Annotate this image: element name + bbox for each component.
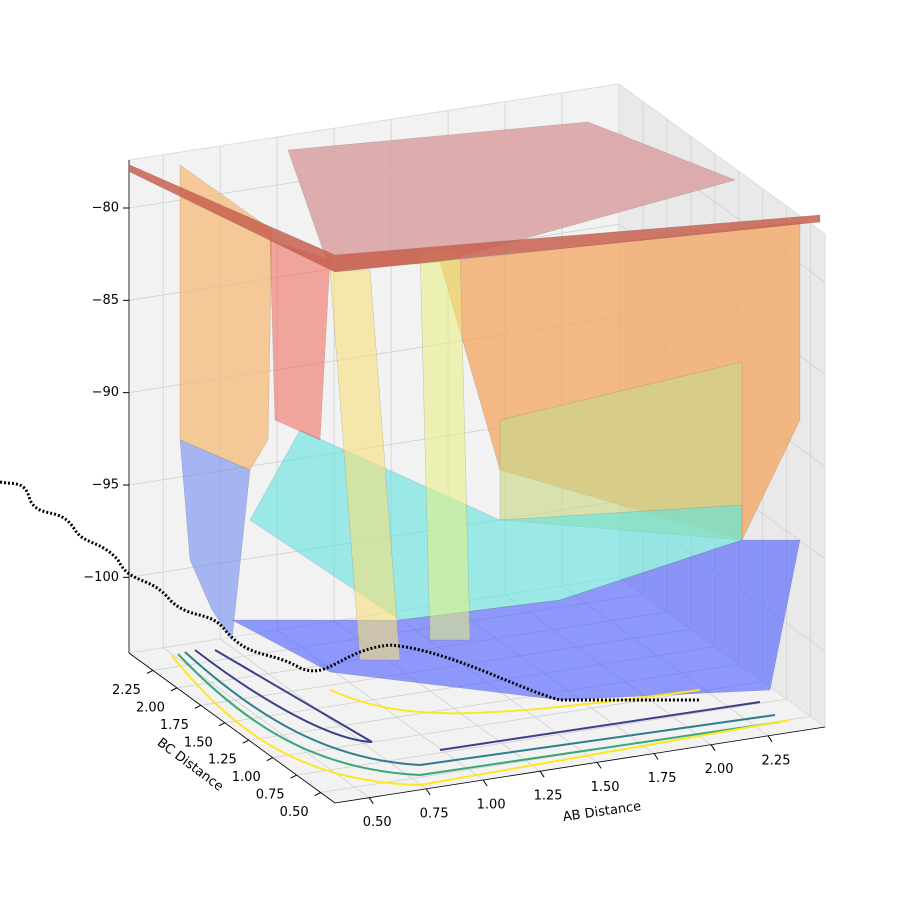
- x-tick-label: 1.25: [534, 789, 563, 804]
- x-tick: [767, 735, 773, 743]
- y-tick-label: 1.50: [184, 735, 213, 750]
- y-tick: [266, 757, 273, 762]
- x-tick-label: 1.75: [648, 771, 677, 786]
- contour: [439, 701, 761, 751]
- y-tick-label: 0.75: [256, 788, 285, 803]
- surface: [129, 121, 821, 701]
- trajectory: [0, 480, 700, 702]
- contours: [171, 649, 791, 787]
- y-tick-label: 1.75: [160, 718, 189, 733]
- surface-patch: [129, 164, 821, 273]
- y-tick: [290, 774, 297, 779]
- y-tick-label: 2.00: [136, 700, 165, 715]
- y-tick: [170, 687, 178, 692]
- surface-patch: [269, 239, 331, 441]
- surface-patch: [179, 164, 273, 471]
- x-tick: [482, 779, 488, 787]
- grid-line: [296, 698, 787, 776]
- x-tick-label: 0.75: [420, 806, 449, 821]
- x-tick: [653, 753, 659, 760]
- y-tick-label: 0.50: [280, 805, 309, 820]
- z-tick-label: −85: [92, 293, 119, 308]
- x-axis-label: AB Distance: [562, 799, 642, 825]
- y-tick-label: 1.00: [232, 770, 261, 785]
- axis-line: [128, 652, 336, 804]
- axis-line: [334, 726, 826, 804]
- y-tick: [242, 739, 249, 744]
- x-tick: [710, 744, 716, 751]
- y-tick-label: 1.25: [208, 753, 237, 768]
- axes: 0.50 0.75 1.00 1.25 1.50 1.75 2.00 2.25 0.50 0.75…: [83, 160, 826, 830]
- y-tick: [314, 792, 321, 796]
- x-tick-label: 0.50: [363, 815, 392, 830]
- contour: [194, 649, 373, 743]
- y-tick-label: 2.25: [112, 683, 141, 698]
- y-tick: [146, 669, 154, 674]
- surface-patch: [329, 269, 401, 661]
- contour: [177, 653, 781, 777]
- y-tick: [194, 704, 202, 709]
- x-tick-label: 2.25: [762, 753, 791, 768]
- x-tick: [596, 762, 602, 769]
- contour: [171, 655, 791, 787]
- x-tick-label: 1.50: [591, 780, 620, 795]
- x-tick-label: 2.00: [705, 762, 734, 777]
- contour: [184, 651, 776, 767]
- y-tick: [218, 722, 226, 727]
- z-tick-label: −100: [83, 570, 119, 585]
- z-tick-label: −95: [92, 477, 119, 492]
- z-tick-label: −80: [92, 201, 119, 216]
- x-tick: [425, 788, 431, 796]
- x-tick-label: 1.00: [477, 798, 506, 813]
- x-tick: [368, 797, 374, 804]
- x-tick: [539, 770, 545, 778]
- z-tick-label: −90: [92, 385, 119, 400]
